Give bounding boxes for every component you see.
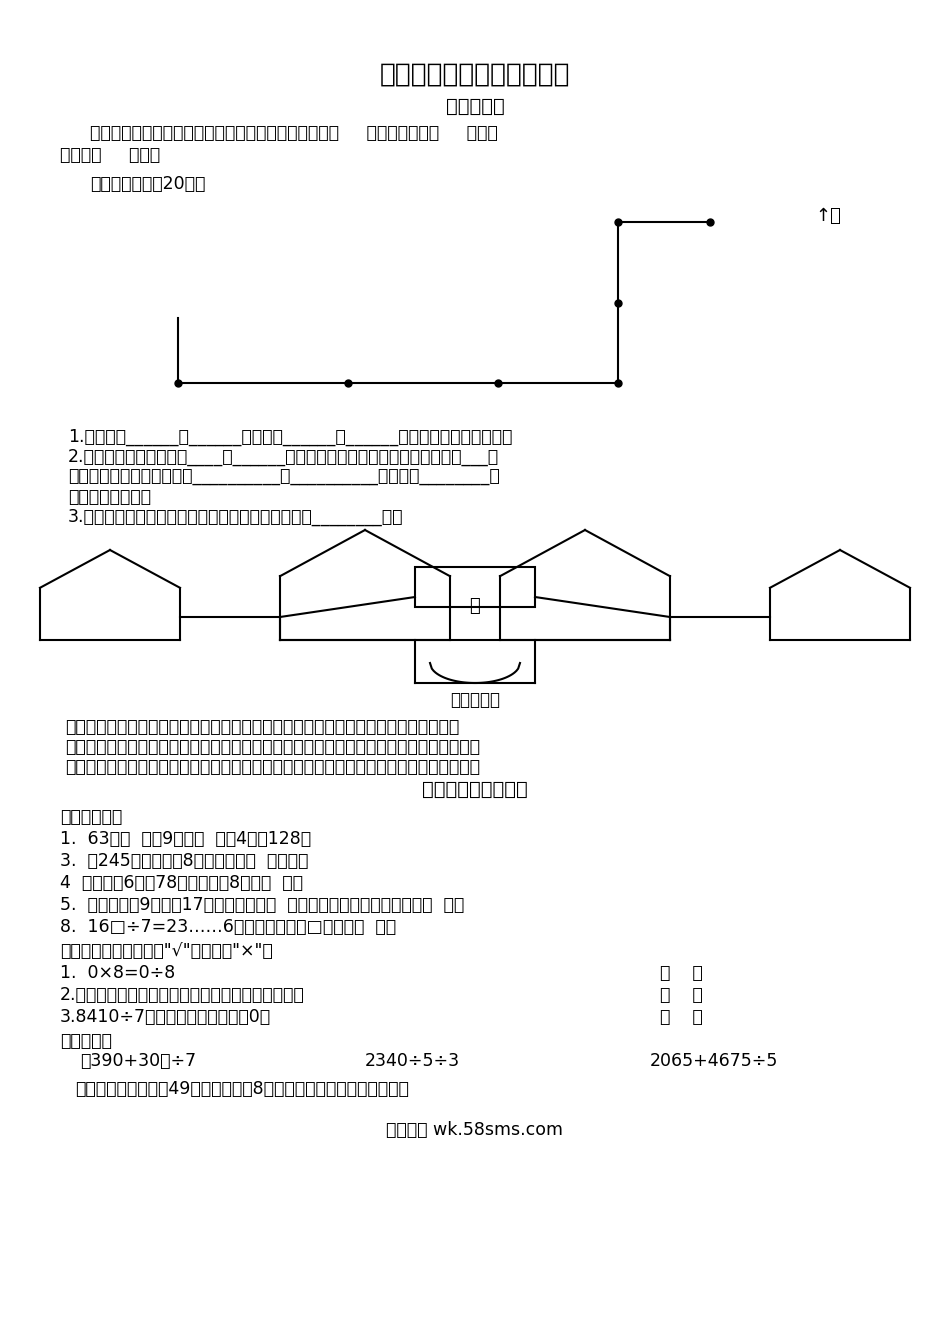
- Text: （    ）: （ ）: [660, 986, 703, 1004]
- Text: 送信。（每小格20米）: 送信。（每小格20米）: [90, 175, 205, 194]
- Text: 动物园大门: 动物园大门: [450, 691, 500, 710]
- Text: （390+30）÷7: （390+30）÷7: [80, 1052, 196, 1070]
- Text: 3.从鸽子开始出发，到把信全部送完，在路上共飞了________米。: 3.从鸽子开始出发，到把信全部送完，在路上共飞了________米。: [68, 508, 404, 526]
- Text: 3.8410÷7，商的末尾一定有一个0。: 3.8410÷7，商的末尾一定有一个0。: [60, 1008, 271, 1025]
- Text: 脱式计算。: 脱式计算。: [60, 1032, 112, 1050]
- Text: 2340÷5÷3: 2340÷5÷3: [365, 1052, 460, 1070]
- Text: 1.  63是（  ）的9倍，（  ）的4倍是128。: 1. 63是（ ）的9倍，（ ）的4倍是128。: [60, 831, 312, 848]
- Text: 位置与方向: 位置与方向: [446, 97, 504, 116]
- Text: （    ）: （ ）: [660, 964, 703, 982]
- Text: 3.  从245里连续减去8，最多能减（  ）几次。: 3. 从245里连续减去8，最多能减（ ）几次。: [60, 852, 309, 870]
- Text: 2.一个三位数除以一个一位数，商不一定是三位数。: 2.一个三位数除以一个一位数，商不一定是三位数。: [60, 986, 305, 1004]
- Text: 4  一个数的6倍是78，这个数的8倍是（  ）。: 4 一个数的6倍是78，这个数的8倍是（ ）。: [60, 874, 303, 892]
- Text: 请你填一填。: 请你填一填。: [60, 808, 123, 827]
- Text: 除数是一位数的除法: 除数是一位数的除法: [422, 780, 528, 798]
- Text: 1.鸽子要向______飞______米，再向______飞______米就把信送给了小松鼠。: 1.鸽子要向______飞______米，再向______飞______米就把信…: [68, 427, 512, 446]
- Text: 米把信交给小猫。: 米把信交给小猫。: [68, 488, 151, 505]
- Bar: [415, 567, 535, 607]
- Text: 希望小学三年级共有49人，平均分成8组，每组多少人？还剩下几人？: 希望小学三年级共有49人，平均分成8组，每组多少人？还剩下几人？: [75, 1081, 408, 1098]
- Text: 猿山向东走到达狮子馆和金鱼馆，经过金鱼馆向南走到达骆驼馆，你能填出它们的位置吗？: 猿山向东走到达狮子馆和金鱼馆，经过金鱼馆向南走到达骆驼馆，你能填出它们的位置吗？: [65, 758, 480, 775]
- Text: 2.鸽子从松鼠家出来，向____飞______米就到了兔子家，把信送给兔子后再向___飞: 2.鸽子从松鼠家出来，向____飞______米就到了兔子家，把信送给兔子后再向…: [68, 448, 499, 466]
- Text: ↑北: ↑北: [815, 207, 841, 224]
- Text: 星期天，我们去动物园游玩，走进动物园大门，正北面有狮子馆和河马馆，熊猫馆在狮: 星期天，我们去动物园游玩，走进动物园大门，正北面有狮子馆和河马馆，熊猫馆在狮: [65, 718, 459, 737]
- Text: 米找到大象，最后再接着向__________飞__________米，又向________飞: 米找到大象，最后再接着向__________飞__________米，又向___…: [68, 468, 500, 487]
- Text: 三年级数学下册巩固与提高: 三年级数学下册巩固与提高: [380, 62, 570, 87]
- Text: 早晨同学们面向太阳举行升旗仪式，此时同学们面向（     ）面，背对着（     ）面，: 早晨同学们面向太阳举行升旗仪式，此时同学们面向（ ）面，背对着（ ）面，: [90, 124, 498, 142]
- Text: 8.  16□÷7=23……6。这道算式中，□里应填（  ）。: 8. 16□÷7=23……6。这道算式中，□里应填（ ）。: [60, 918, 396, 935]
- Text: 水: 水: [469, 597, 481, 616]
- Text: 5.  一个数除以9，商是17，余数最大是（  ），当余数最大时，被除数是（  ）。: 5. 一个数除以9，商是17，余数最大是（ ），当余数最大时，被除数是（ ）。: [60, 896, 465, 914]
- Text: 1.  0×8=0÷8: 1. 0×8=0÷8: [60, 964, 175, 982]
- Text: 五八文库 wk.58sms.com: 五八文库 wk.58sms.com: [387, 1121, 563, 1138]
- Text: 子馆的西北面，飞禽馆在狮子馆的东北面，经过熊猫馆向南走，可到达猿山和大象馆，经过: 子馆的西北面，飞禽馆在狮子馆的东北面，经过熊猫馆向南走，可到达猿山和大象馆，经过: [65, 738, 480, 755]
- Text: 2065+4675÷5: 2065+4675÷5: [650, 1052, 778, 1070]
- Text: （    ）: （ ）: [660, 1008, 703, 1025]
- Text: 左侧是（     ）面。: 左侧是（ ）面。: [60, 146, 161, 164]
- Text: 对错我判断。（对的打"√"，错的打"×"）: 对错我判断。（对的打"√"，错的打"×"）: [60, 942, 273, 960]
